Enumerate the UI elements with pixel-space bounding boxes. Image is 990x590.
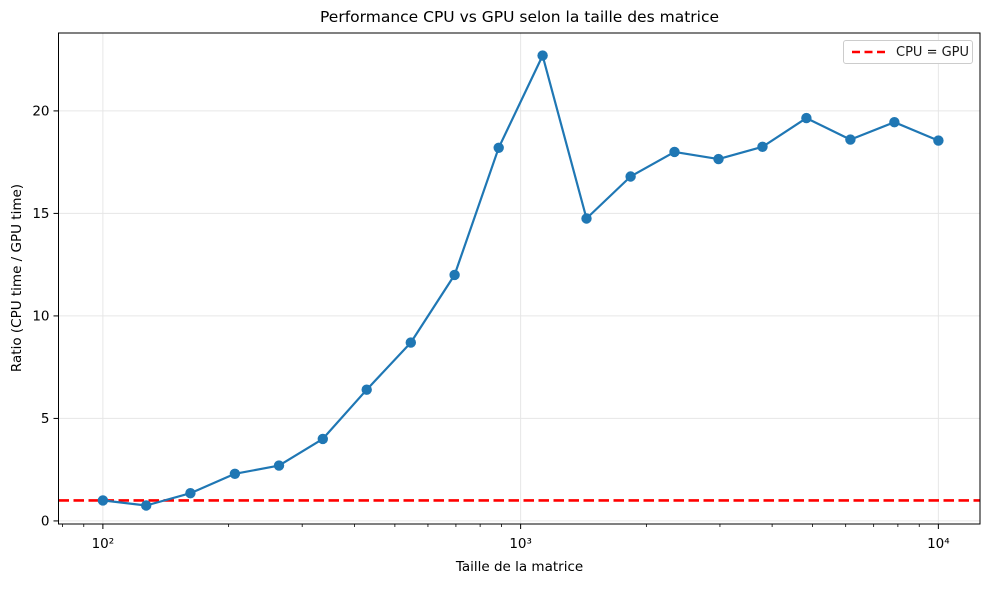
- chart-title: Performance CPU vs GPU selon la taille d…: [319, 8, 720, 26]
- data-point: [757, 141, 768, 152]
- x-tick-label: 10²: [92, 536, 115, 552]
- data-point: [537, 50, 548, 61]
- data-point: [229, 468, 241, 479]
- data-point: [581, 213, 592, 224]
- data-point: [317, 433, 328, 445]
- data-point: [493, 142, 504, 153]
- data-point: [933, 135, 944, 146]
- data-point: [273, 460, 285, 471]
- data-point: [845, 134, 856, 145]
- legend-dashed-line-sample: [852, 50, 888, 54]
- y-tick-label: 5: [41, 411, 50, 427]
- y-tick-label: 0: [41, 514, 50, 530]
- data-point: [361, 384, 372, 395]
- data-point: [97, 495, 109, 506]
- data-point: [141, 500, 152, 511]
- data-point: [669, 146, 680, 158]
- x-axis-label: Taille de la matrice: [455, 559, 584, 575]
- data-point: [713, 153, 724, 165]
- data-point: [449, 269, 460, 281]
- y-tick-label: 20: [32, 104, 49, 120]
- axes-spines: [58, 32, 981, 525]
- data-point: [889, 117, 900, 128]
- y-tick-label: 15: [32, 206, 49, 222]
- x-tick-label: 10⁴: [927, 536, 950, 552]
- data-point: [801, 112, 812, 124]
- data-line: [101, 54, 940, 507]
- y-tick-label: 10: [32, 309, 49, 325]
- legend-entry-label: CPU = GPU: [896, 44, 970, 60]
- legend: CPU = GPU: [843, 40, 973, 64]
- data-point: [185, 488, 196, 499]
- x-tick-label: 10³: [509, 536, 532, 552]
- data-point: [625, 171, 636, 182]
- data-point: [405, 337, 416, 348]
